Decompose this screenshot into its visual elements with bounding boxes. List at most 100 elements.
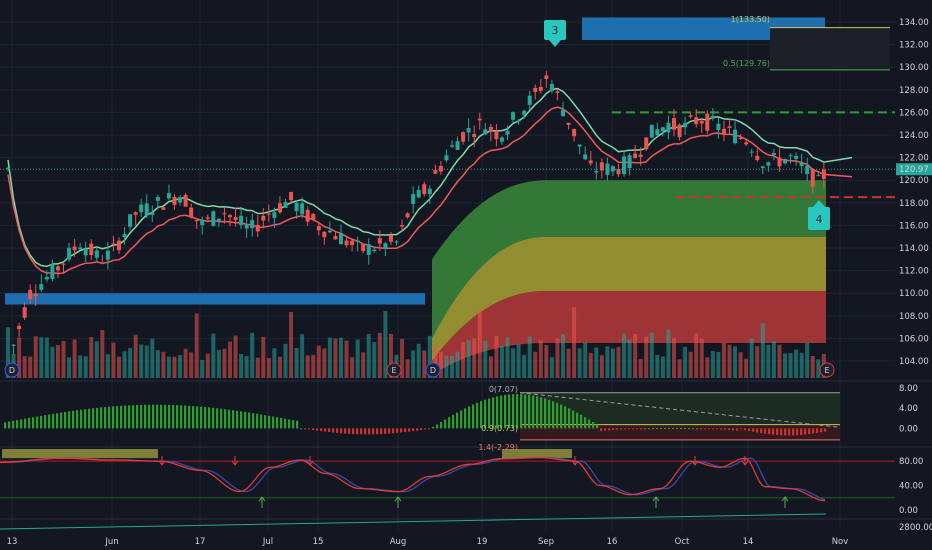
volume-bar	[666, 329, 671, 378]
macd-bar	[440, 421, 443, 429]
stoch-signal-box-1	[2, 449, 158, 459]
volume-bar	[705, 357, 710, 378]
macd-bar	[600, 428, 603, 431]
candle-body	[799, 162, 804, 167]
candle-body	[533, 87, 538, 92]
candle-body	[605, 163, 610, 175]
macd-bar	[160, 404, 163, 429]
volume-bar	[577, 348, 582, 378]
candle-body	[516, 120, 521, 122]
osc-label-0: 0(7.07)	[489, 385, 518, 394]
axes: 134.00132.00130.00128.00126.00124.00122.…	[7, 18, 932, 547]
candle-body	[721, 128, 726, 134]
buy-arrow	[652, 496, 660, 508]
volume-bar	[605, 346, 610, 378]
candle-body	[472, 134, 477, 138]
moving-averages	[7, 87, 853, 275]
y-tick-label: 114.00	[899, 244, 929, 254]
macd-bar	[788, 428, 791, 436]
candle-body	[738, 137, 743, 139]
macd-bar	[332, 428, 335, 433]
macd-bar	[544, 398, 547, 429]
macd-bar	[236, 410, 239, 429]
macd-bar	[12, 420, 15, 429]
event-marker-e-2[interactable]: E	[819, 362, 835, 378]
candle-body	[28, 289, 33, 300]
macd-bar	[452, 414, 455, 429]
macd-bar	[104, 407, 107, 429]
macd-bar	[596, 424, 599, 429]
macd-bar	[728, 428, 731, 431]
ema-slow-line	[7, 106, 853, 275]
macd-bar	[768, 428, 771, 435]
volume-bar	[455, 351, 460, 378]
volume-bar	[544, 344, 549, 378]
event-marker-e-1[interactable]: E	[386, 362, 402, 378]
candle-body	[488, 126, 493, 132]
volume-bar	[694, 333, 699, 378]
event-marker-d-2[interactable]: D	[425, 362, 441, 378]
volume-bar	[422, 350, 427, 378]
stoch-signal-box-2	[502, 449, 572, 459]
macd-bar	[464, 408, 467, 429]
event-marker-d-1[interactable]: D	[4, 362, 20, 378]
volume-bar	[472, 338, 477, 378]
macd-bar	[56, 413, 59, 429]
candle-body	[183, 194, 188, 207]
macd-tick-label: 8.00	[899, 384, 918, 394]
x-tick-label: 16	[607, 537, 618, 547]
macd-bar	[668, 427, 671, 429]
macd-bar	[4, 422, 7, 429]
macd-bar	[468, 406, 471, 429]
volume-bar	[200, 359, 205, 378]
sell-arrow	[158, 456, 166, 466]
macd-bar	[352, 428, 355, 435]
candle-body	[372, 249, 377, 252]
volume-bar	[622, 333, 627, 378]
volume-bar	[55, 345, 60, 378]
x-tick-label: Aug	[390, 537, 407, 547]
volume-bar	[216, 350, 221, 378]
volume-bar	[522, 354, 527, 378]
sell-arrow	[741, 456, 749, 466]
volume-bar	[377, 332, 382, 378]
volume-bar	[583, 342, 588, 378]
y-tick-label: 128.00	[899, 86, 929, 96]
candle-body	[239, 215, 244, 225]
macd-bar	[812, 428, 815, 434]
volume-bar	[383, 311, 388, 378]
candle-body	[139, 204, 144, 213]
candle-body	[444, 155, 449, 161]
candle-body	[427, 188, 432, 195]
event-marker-label: E	[824, 366, 829, 375]
macd-bar	[68, 411, 71, 429]
candle-body	[544, 75, 549, 79]
candle-body	[39, 284, 44, 290]
candle-body	[355, 240, 360, 242]
candle-body	[660, 127, 665, 132]
last-price-tag	[896, 163, 932, 176]
macd-bar	[568, 408, 571, 429]
red-zone	[432, 290, 826, 375]
macd-bar	[416, 428, 419, 431]
macd-tick-label: 4.00	[899, 404, 918, 414]
macd-bar	[716, 428, 719, 430]
volume-bar	[683, 346, 688, 378]
x-tick-label: 19	[477, 537, 488, 547]
macd-bar	[492, 397, 495, 429]
macd-bar	[764, 428, 767, 434]
macd-bar	[460, 410, 463, 429]
macd-bar	[736, 428, 739, 431]
macd-bar	[136, 404, 139, 429]
candle-body	[483, 129, 488, 135]
macd-bar	[368, 428, 371, 435]
volume-bar	[649, 332, 654, 378]
event-marker-label: D	[9, 366, 15, 375]
macd-bar	[196, 406, 199, 429]
macd-bar	[776, 428, 779, 435]
macd-bar	[288, 419, 291, 429]
macd-bar	[208, 407, 211, 429]
candle-body	[588, 160, 593, 164]
macd-bar	[212, 407, 215, 429]
